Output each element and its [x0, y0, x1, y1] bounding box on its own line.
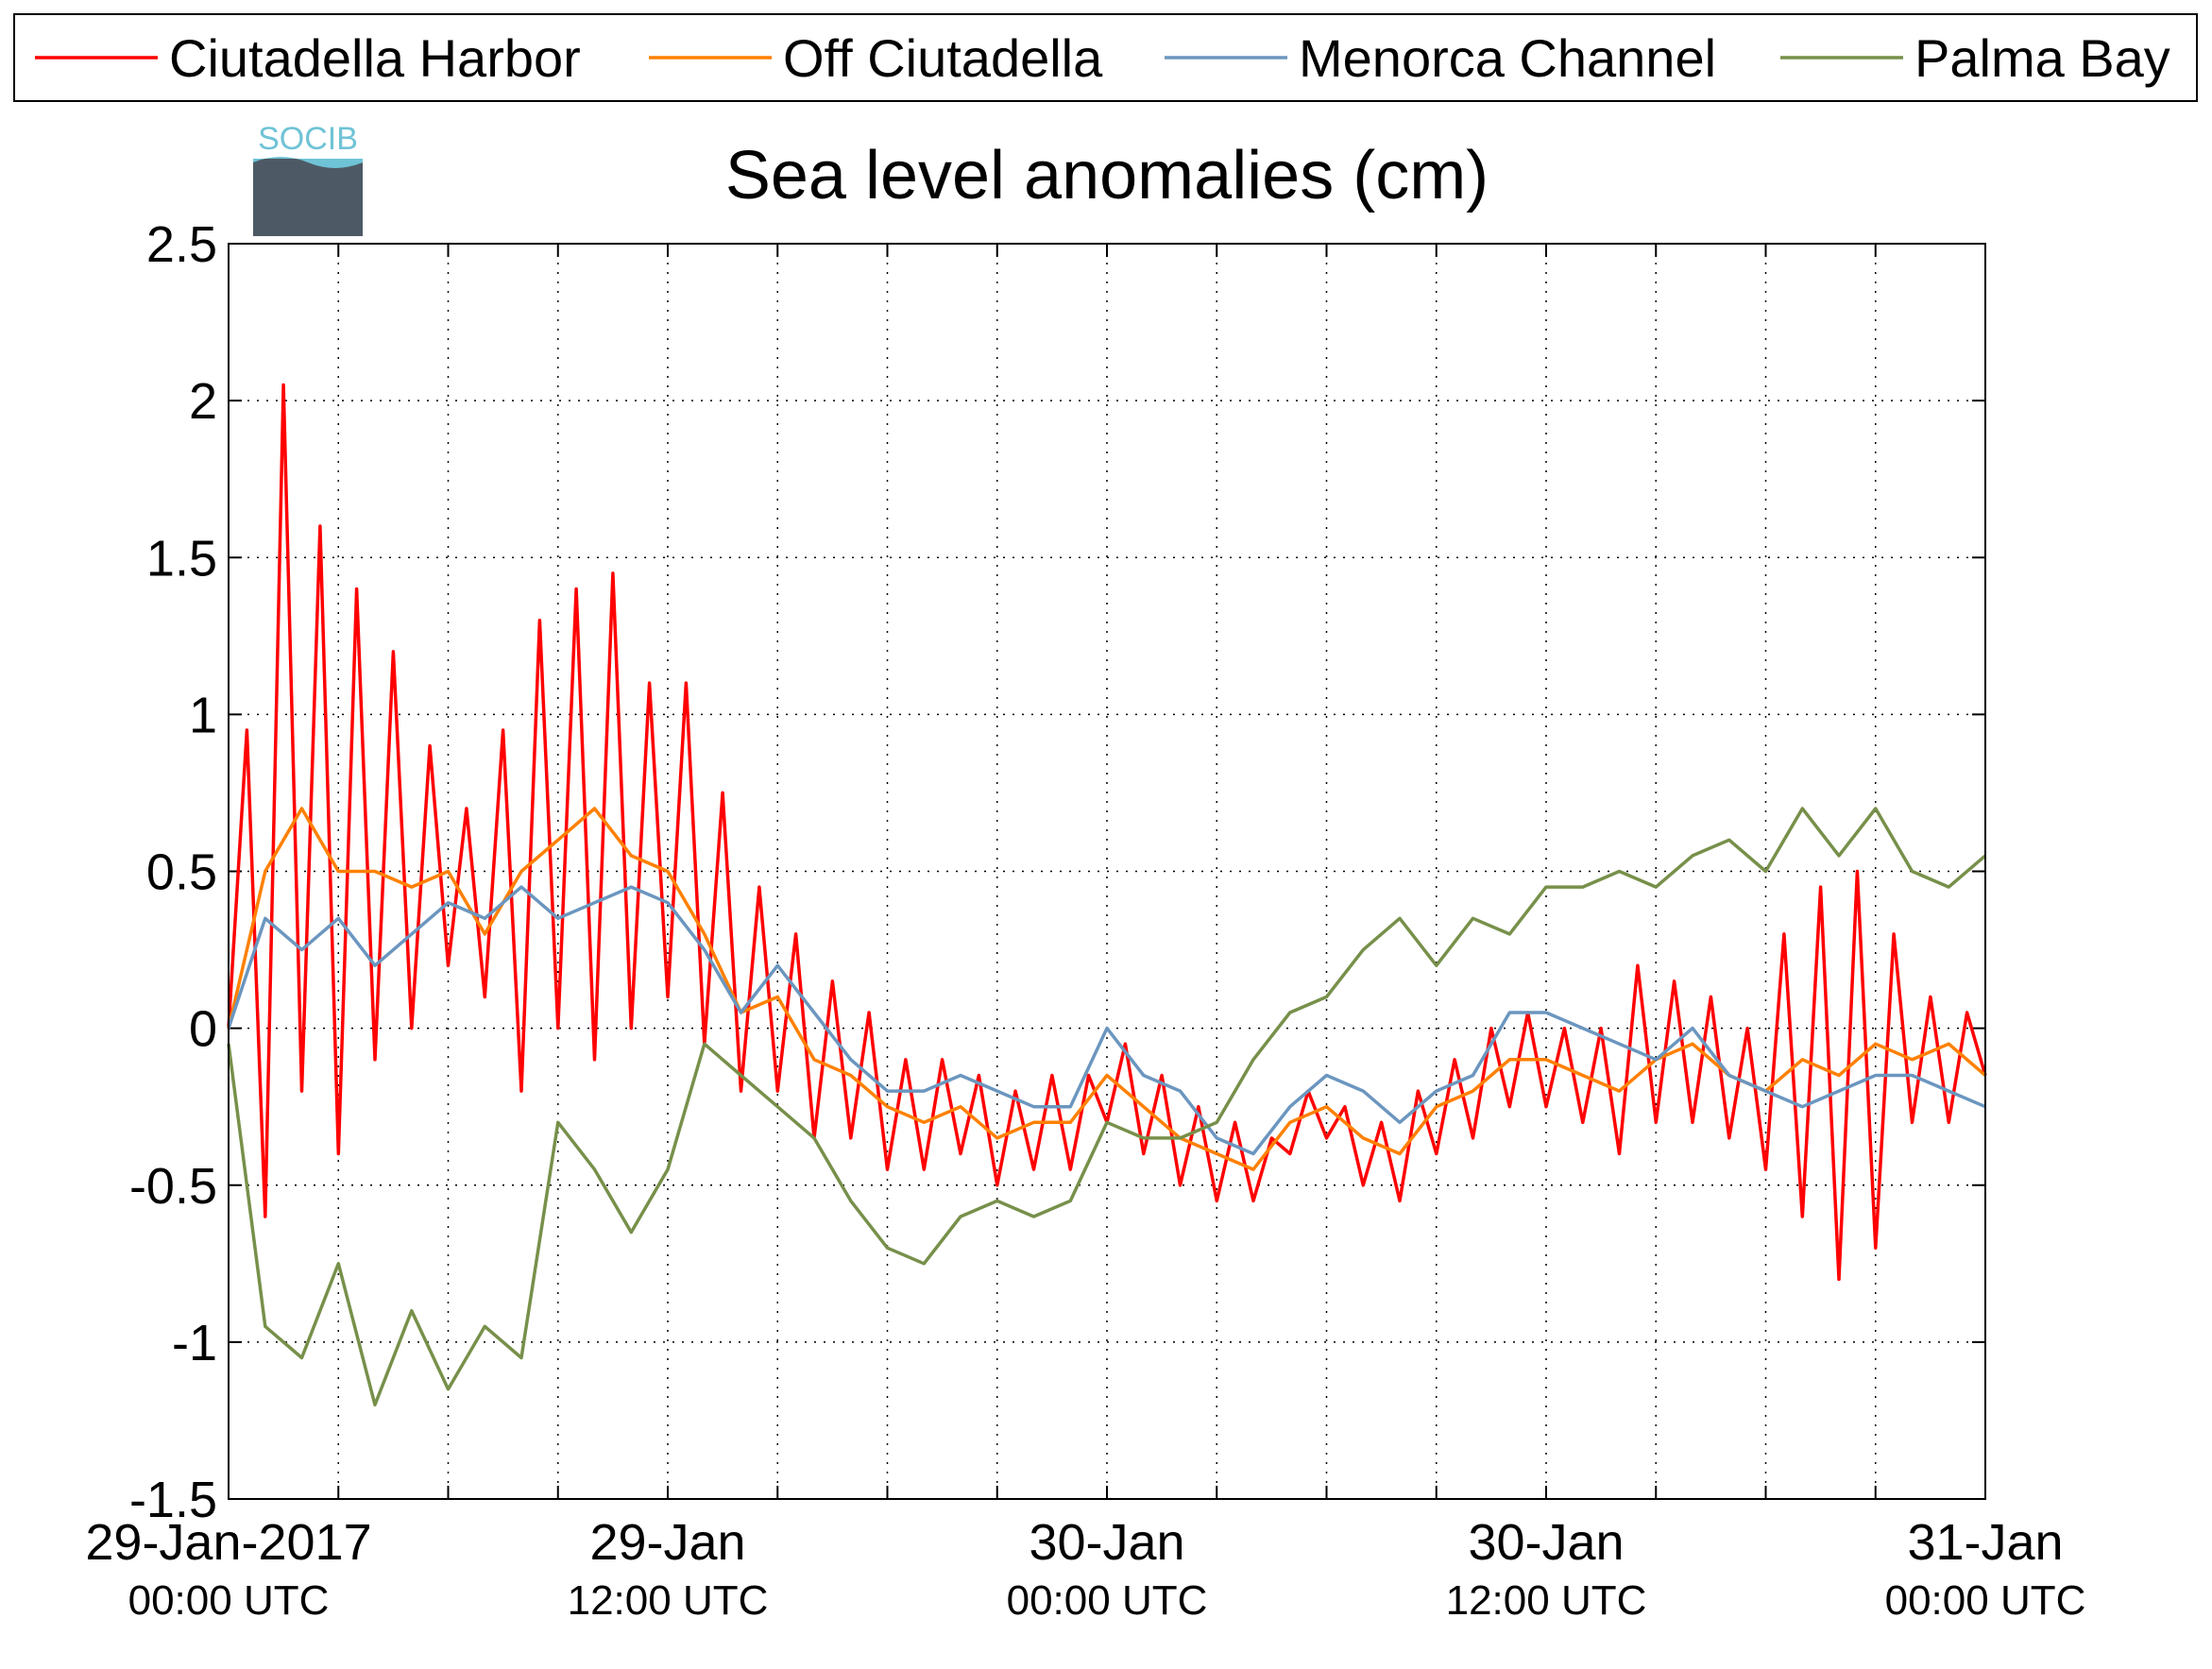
x-tick-sublabel: 12:00 UTC: [1446, 1577, 1647, 1624]
x-tick-label: 31-Jan: [1907, 1514, 2063, 1571]
y-tick-label: -1: [172, 1315, 217, 1371]
x-tick-sublabel: 12:00 UTC: [568, 1577, 769, 1624]
x-tick-label: 29-Jan: [589, 1514, 745, 1571]
legend-label: Palma Bay: [1914, 28, 2170, 88]
y-tick-label: -0.5: [129, 1158, 217, 1215]
legend-label: Ciutadella Harbor: [169, 28, 581, 88]
plot-frame: [228, 243, 1986, 1500]
x-tick-label: 29-Jan-2017: [85, 1514, 371, 1571]
logo-shape: [253, 159, 363, 236]
chart-title: Sea level anomalies (cm): [725, 138, 1489, 213]
y-tick-label: 0.5: [146, 844, 217, 901]
x-tick-sublabel: 00:00 UTC: [1885, 1577, 2086, 1624]
series-line: [227, 885, 1986, 1156]
series-line: [227, 807, 1987, 1171]
legend-label: Menorca Channel: [1299, 28, 1716, 88]
logo-text: SOCIB: [258, 121, 358, 157]
logo: SOCIB: [253, 121, 363, 236]
x-tick-sublabel: 00:00 UTC: [1007, 1577, 1208, 1624]
y-tick-label: 2.5: [146, 216, 217, 273]
legend-label: Off Ciutadella: [783, 28, 1103, 88]
x-tick-label: 30-Jan: [1029, 1514, 1184, 1571]
y-tick-label: 1: [189, 687, 217, 743]
y-tick-label: 2: [189, 373, 217, 430]
x-tick-label: 30-Jan: [1468, 1514, 1624, 1571]
x-tick-sublabel: 00:00 UTC: [128, 1577, 330, 1624]
series-line: [227, 807, 1987, 1407]
y-tick-label: -1.5: [129, 1472, 217, 1528]
logo-wave: [253, 157, 363, 168]
y-tick-label: 1.5: [146, 530, 217, 587]
y-tick-label: 0: [189, 1001, 217, 1058]
